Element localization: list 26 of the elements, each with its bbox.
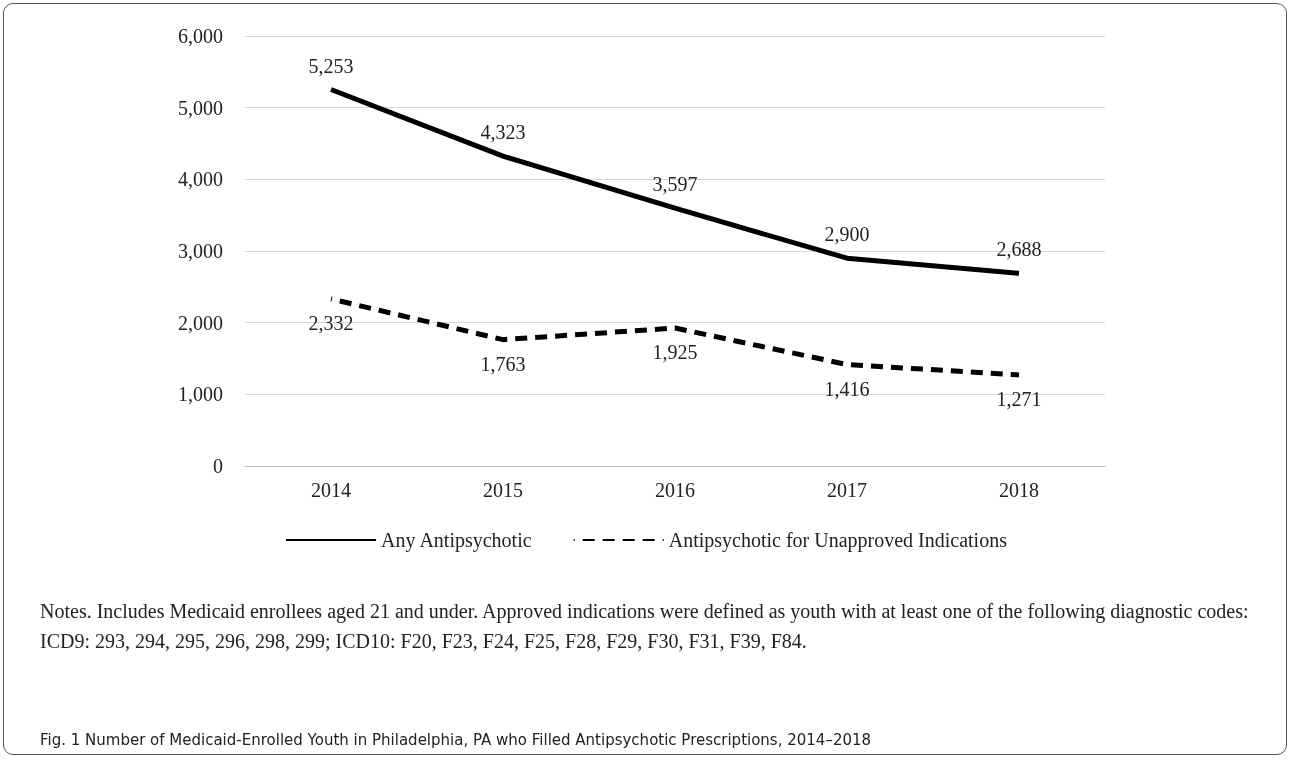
data-label: 5,253 — [308, 54, 354, 77]
x-tick-label: 2018 — [999, 479, 1039, 501]
data-label: 1,763 — [480, 352, 526, 375]
y-tick-label: 0 — [213, 455, 223, 477]
legend-label: Antipsychotic for Unapproved Indications — [668, 529, 1008, 552]
data-label: 2,332 — [308, 311, 354, 334]
x-tick-label: 2017 — [827, 479, 867, 501]
x-tick-label: 2015 — [483, 479, 523, 501]
y-tick-label: 5,000 — [178, 96, 223, 119]
data-label: 4,323 — [480, 121, 526, 144]
y-tick-label: 2,000 — [178, 311, 223, 334]
data-label: 1,925 — [652, 341, 698, 364]
y-tick-label: 4,000 — [178, 168, 223, 191]
legend-label: Any Antipsychotic — [381, 529, 532, 552]
caption: Fig. 1 Number of Medicaid-Enrolled Youth in Philadelphia, PA who Filled Antipsychotic Prescriptions, 2014–2018 — [40, 731, 873, 749]
data-label: 3,597 — [652, 173, 698, 196]
data-label: 2,900 — [824, 223, 870, 246]
y-tick-label: 3,000 — [178, 240, 223, 262]
x-tick-label: 2016 — [655, 479, 695, 501]
data-label: 1,271 — [996, 387, 1042, 410]
data-label: 2,688 — [996, 238, 1042, 261]
y-tick-label: 1,000 — [178, 383, 223, 406]
y-tick-label: 6,000 — [178, 25, 223, 47]
x-tick-label: 2014 — [311, 479, 351, 501]
data-label: 1,416 — [824, 377, 870, 400]
text: Notes. Includes Medicaid enrollees aged 21 and under. Approved indications were defined as youth with at least one of the following diagnostic codes: ICD9: 293, 294, 295, 296, 298, 299; ICD10: F20, F23, F24, F25, F28, F29, F30, F31, F39, F84. — [40, 599, 1250, 654]
